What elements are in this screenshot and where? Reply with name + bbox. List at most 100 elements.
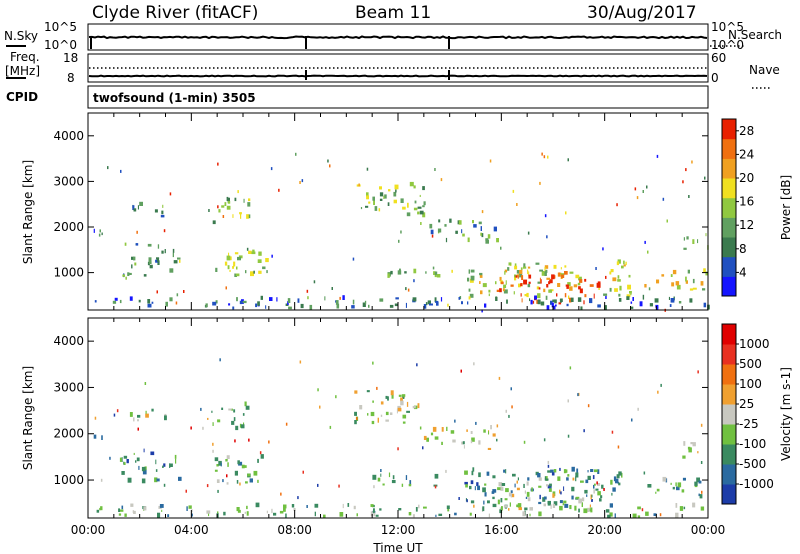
scatter-cell <box>239 300 243 305</box>
scatter-cell <box>508 414 510 418</box>
scatter-cell <box>618 482 621 486</box>
scatter-cell <box>147 299 151 304</box>
date-title: 30/Aug/2017 <box>587 3 697 23</box>
scatter-cell <box>656 488 660 492</box>
freq-panel: Freq. [MHz] Nave 18 8 60 0 <box>5 50 780 89</box>
scatter-cell <box>552 299 555 302</box>
scatter-cell <box>550 504 552 509</box>
scatter-cell <box>372 196 375 201</box>
scatter-cell <box>516 480 518 484</box>
scatter-cell <box>438 513 443 516</box>
scatter-cell <box>618 298 622 302</box>
scatter-cell <box>557 476 561 481</box>
scatter-cell <box>682 477 686 481</box>
scatter-cell <box>302 470 304 474</box>
scatter-cell <box>447 508 450 512</box>
scatter-cell <box>434 271 438 276</box>
scatter-cell <box>237 509 241 513</box>
nsky-trace <box>88 35 708 40</box>
scatter-cell <box>234 197 237 202</box>
scatter-cell <box>406 212 411 217</box>
scatter-cell <box>605 509 610 513</box>
scatter-cell <box>379 508 382 511</box>
scatter-cell <box>317 388 319 392</box>
scatter-cell <box>253 270 255 274</box>
scatter-cell <box>505 280 507 285</box>
scatter-cell <box>441 427 444 432</box>
scatter-cell <box>596 481 598 485</box>
scatter-cell <box>400 198 404 203</box>
scatter-cell <box>704 176 706 180</box>
scatter-cell <box>524 294 529 297</box>
scatter-cell <box>141 466 146 472</box>
scatter-cell <box>587 470 589 473</box>
scatter-cell <box>623 264 626 267</box>
scatter-cell <box>212 442 214 446</box>
scatter-cell <box>335 395 337 399</box>
scatter-cell <box>372 361 374 365</box>
scatter-cell <box>567 474 570 477</box>
scatter-cell <box>356 417 358 420</box>
scatter-cell <box>437 228 442 233</box>
scatter-cell <box>503 284 507 289</box>
scatter-cell <box>500 246 502 250</box>
nsky-spike <box>448 36 450 49</box>
scatter-cell <box>554 299 557 304</box>
scatter-cell <box>470 269 475 273</box>
scatter-cell <box>515 275 518 278</box>
scatter-cell <box>614 513 616 518</box>
scatter-cell <box>244 465 247 468</box>
scatter-cell <box>692 287 697 290</box>
scatter-cell <box>564 293 567 298</box>
scatter-cell <box>432 426 437 432</box>
scatter-cell <box>492 496 495 500</box>
scatter-cell <box>471 470 474 476</box>
scatter-cell <box>565 469 568 473</box>
scatter-cell <box>221 205 225 208</box>
scatter-cell <box>523 263 526 267</box>
scatter-cell <box>418 504 420 509</box>
scatter-cell <box>687 269 690 274</box>
y-tick-label: 1000 <box>53 473 84 487</box>
scatter-cell <box>697 370 699 374</box>
y-tick-label: 3000 <box>53 174 84 188</box>
scatter-cell <box>478 472 481 478</box>
scatter-cell <box>233 261 236 267</box>
scatter-cell <box>619 285 622 291</box>
scatter-cell <box>536 299 539 304</box>
scatter-cell <box>93 228 95 233</box>
scatter-cell <box>404 271 407 274</box>
scatter-cell <box>642 190 644 193</box>
scatter-cell <box>440 178 443 182</box>
scatter-cell <box>470 500 475 504</box>
scatter-cell <box>133 452 135 455</box>
scatter-cell <box>541 271 545 276</box>
scatter-cell <box>609 271 612 275</box>
scatter-cell <box>553 501 558 506</box>
scatter-cell <box>546 484 549 487</box>
scatter-cell <box>493 226 497 232</box>
scatter-cell <box>291 504 295 508</box>
scatter-cell <box>259 451 262 455</box>
scatter-cell <box>609 503 613 508</box>
scatter-cell <box>429 303 433 306</box>
scatter-cell <box>233 409 236 413</box>
scatter-cell <box>462 233 465 237</box>
scatter-cell <box>597 304 601 308</box>
colorbar-tick-label: 8 <box>739 242 747 256</box>
scatter-cell <box>698 480 702 484</box>
scatter-cell <box>390 270 393 275</box>
colorbar-tick-label: 1000 <box>739 337 770 351</box>
scatter-cell <box>537 299 541 305</box>
freq-trace <box>88 74 708 78</box>
scatter-cell <box>487 447 492 450</box>
scatter-cell <box>637 407 639 411</box>
scatter-cell <box>262 266 266 270</box>
scatter-cell <box>226 455 230 459</box>
scatter-cell <box>257 259 262 263</box>
scatter-cell <box>575 274 580 279</box>
scatter-cell <box>366 390 370 393</box>
scatter-cell <box>538 287 541 290</box>
scatter-cell <box>157 260 160 265</box>
scatter-cell <box>630 306 634 309</box>
